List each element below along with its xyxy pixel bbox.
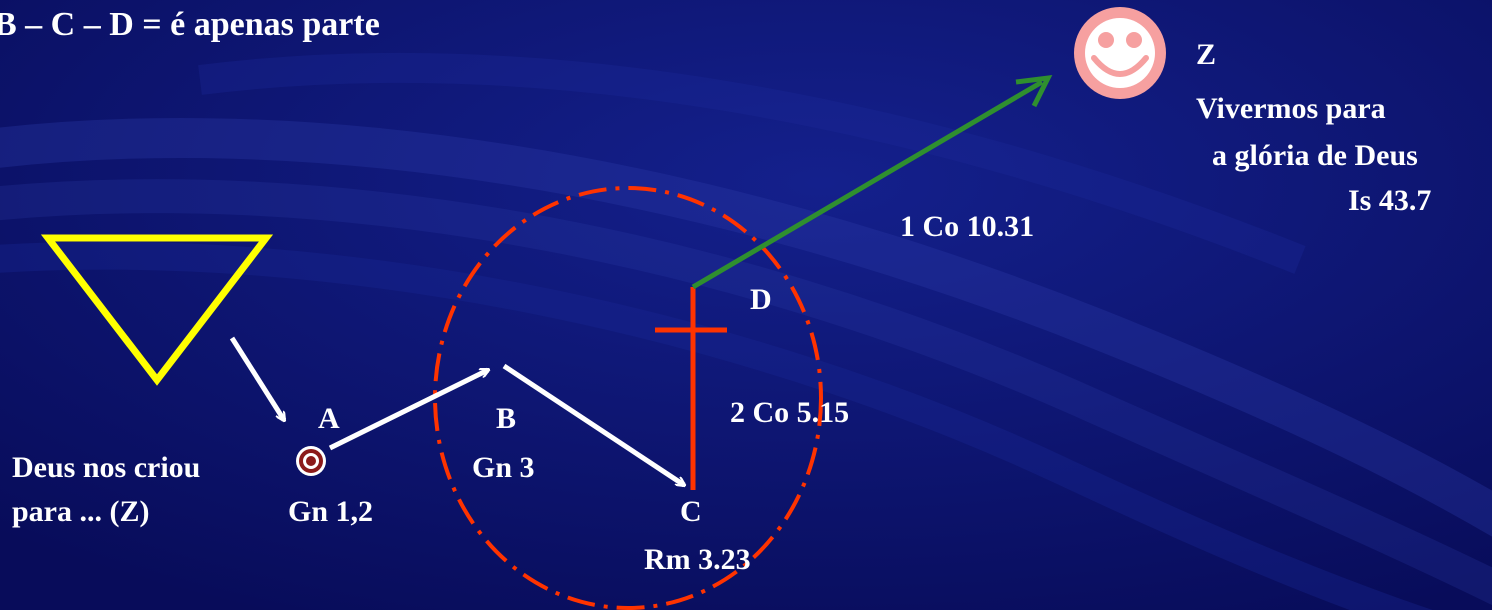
label-gloria-de-deus: a glória de Deus [1212,139,1418,172]
label-d: D [750,283,772,316]
smiley-face-icon [1074,7,1166,99]
label-c: C [680,495,702,528]
label-deus-nos-criou: Deus nos criou [12,451,201,484]
arrow-triangle-to-a [229,336,284,420]
label-a: A [318,402,340,435]
label-vivermos-para: Vivermos para [1196,92,1386,125]
green-arrow [691,74,1053,290]
label-z: Z [1196,38,1217,71]
label-is-43-7: Is 43.7 [1348,184,1432,217]
arrow-a-to-b [328,367,488,451]
cross-icon [655,287,727,490]
page-title: B – C – D = é apenas parte [0,6,380,43]
label-para-z: para ... (Z) [12,495,150,528]
label-2-co-5-15: 2 Co 5.15 [730,396,850,429]
arrow-b-to-c [502,363,684,485]
dashed-circle [433,186,823,610]
inverted-triangle [40,234,274,386]
label-gn-3: Gn 3 [472,451,535,484]
background-swooshes [0,53,1492,610]
label-gn-1-2: Gn 1,2 [288,495,374,528]
label-1-co-10-31: 1 Co 10.31 [900,210,1035,243]
label-b: B [496,402,517,435]
label-rm-3-23: Rm 3.23 [644,543,751,576]
target-icon [296,446,326,476]
